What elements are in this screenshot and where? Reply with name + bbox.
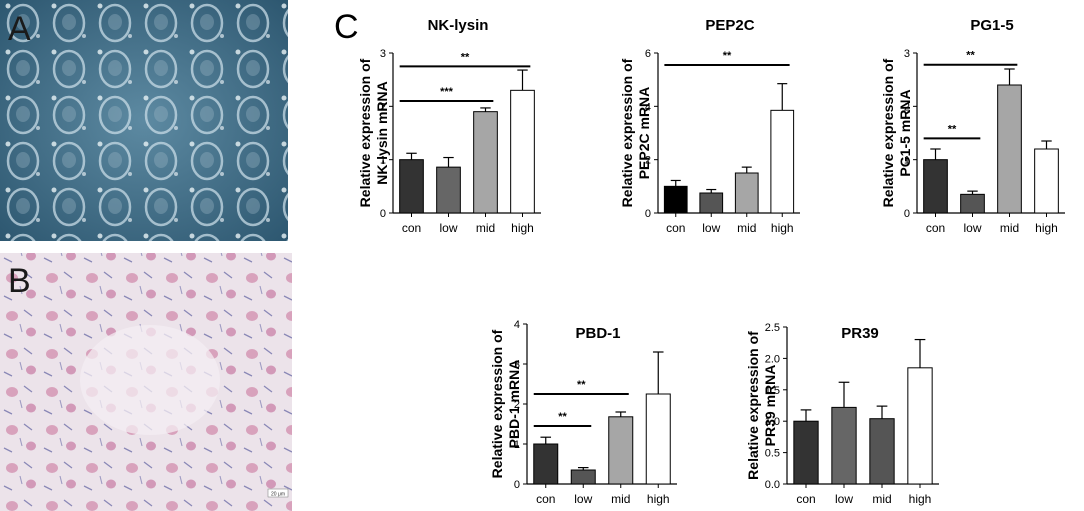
bar-con bbox=[663, 185, 688, 214]
chart-title: PEP2C bbox=[705, 17, 754, 34]
y-tick-label: 0 bbox=[380, 208, 386, 220]
bar-low bbox=[436, 166, 461, 214]
y-axis-label: Relative expression ofPG1-5 mRNA bbox=[880, 58, 913, 207]
bar-mid bbox=[473, 111, 498, 214]
bar-high bbox=[510, 89, 535, 214]
y-tick-label: 1.5 bbox=[765, 385, 780, 397]
significance-label: *** bbox=[440, 86, 454, 98]
x-tick-label: low bbox=[439, 221, 457, 235]
y-tick-label: 6 bbox=[645, 48, 651, 60]
x-tick-label: con bbox=[926, 221, 945, 235]
y-axis-label: Relative expression ofPBD-1 mRNA bbox=[489, 329, 522, 478]
y-tick-label: 1 bbox=[904, 155, 910, 167]
bar-con bbox=[399, 159, 424, 214]
bar-high bbox=[907, 367, 933, 485]
y-tick-label: 3 bbox=[514, 359, 520, 371]
x-tick-label: high bbox=[1035, 221, 1058, 235]
y-tick-label: 1 bbox=[380, 155, 386, 167]
x-tick-label: low bbox=[963, 221, 981, 235]
chart-0: NK-lysin Relative expression ofNK-lysin m… bbox=[357, 17, 541, 235]
y-tick-label: 2 bbox=[514, 399, 520, 411]
y-axis-label: Relative expression ofPR39 mRNA bbox=[745, 331, 778, 480]
bar-low bbox=[831, 406, 857, 485]
significance-label: ** bbox=[577, 379, 586, 391]
x-tick-label: mid bbox=[872, 492, 891, 506]
bar-con bbox=[533, 443, 559, 485]
x-tick-label: mid bbox=[476, 221, 495, 235]
bar-high bbox=[1034, 148, 1059, 214]
y-tick-label: 3 bbox=[380, 48, 386, 60]
significance-label: ** bbox=[948, 123, 957, 135]
scale-bar-label: 20 μm bbox=[271, 492, 285, 498]
x-tick-label: mid bbox=[611, 492, 630, 506]
bar-mid bbox=[608, 416, 634, 485]
y-tick-label: 4 bbox=[645, 101, 651, 113]
y-tick-label: 2 bbox=[380, 101, 386, 113]
x-tick-label: mid bbox=[1000, 221, 1019, 235]
bar-con bbox=[923, 159, 948, 214]
x-tick-label: low bbox=[702, 221, 720, 235]
significance-label: ** bbox=[558, 411, 567, 423]
bar-low bbox=[699, 192, 724, 214]
x-tick-label: con bbox=[402, 221, 421, 235]
bar-low bbox=[570, 469, 596, 485]
bar-mid bbox=[869, 418, 895, 485]
y-tick-label: 2.0 bbox=[765, 353, 780, 365]
scale-bar-box bbox=[267, 488, 289, 498]
y-tick-label: 1 bbox=[514, 439, 520, 451]
chart-title: NK-lysin bbox=[428, 17, 489, 34]
bar-high bbox=[770, 109, 795, 214]
y-tick-label: 0 bbox=[514, 479, 520, 491]
y-tick-label: 3 bbox=[904, 48, 910, 60]
y-tick-label: 1.0 bbox=[765, 416, 780, 428]
panel-b-label: B bbox=[8, 262, 31, 300]
y-tick-label: 0.0 bbox=[765, 479, 780, 491]
panel-a: A bbox=[0, 0, 288, 241]
micrograph-a-cells bbox=[0, 0, 288, 241]
x-tick-label: mid bbox=[737, 221, 756, 235]
bar-high bbox=[645, 393, 671, 485]
significance-label: ** bbox=[461, 51, 470, 63]
y-tick-label: 4 bbox=[514, 319, 520, 331]
bar-low bbox=[960, 193, 985, 214]
y-tick-label: 0 bbox=[904, 208, 910, 220]
y-tick-label: 0 bbox=[645, 208, 651, 220]
x-tick-label: con bbox=[796, 492, 815, 506]
x-tick-label: con bbox=[536, 492, 555, 506]
panel-b: B 20 μm bbox=[0, 253, 292, 511]
x-tick-label: high bbox=[511, 221, 534, 235]
significance-label: ** bbox=[723, 50, 732, 62]
bar-con bbox=[793, 420, 819, 485]
chart-title: PR39 bbox=[841, 325, 879, 342]
panel-a-label: A bbox=[8, 10, 31, 48]
y-tick-label: 2.5 bbox=[765, 322, 780, 334]
y-tick-label: 0.5 bbox=[765, 448, 780, 460]
x-tick-label: high bbox=[771, 221, 794, 235]
y-axis-label: Relative expression ofNK-lysin mRNA bbox=[357, 58, 390, 207]
y-tick-label: 2 bbox=[904, 101, 910, 113]
chart-title: PBD-1 bbox=[575, 325, 620, 342]
y-axis-label: Relative expression ofPEP2C mRNA bbox=[619, 58, 652, 207]
x-tick-label: low bbox=[835, 492, 853, 506]
x-tick-label: con bbox=[666, 221, 685, 235]
chart-title: PG1-5 bbox=[970, 17, 1013, 34]
x-tick-label: high bbox=[909, 492, 932, 506]
x-tick-label: low bbox=[574, 492, 592, 506]
bar-mid bbox=[997, 84, 1022, 214]
panel-c-label: C bbox=[334, 8, 359, 46]
significance-label: ** bbox=[966, 50, 975, 62]
x-tick-label: high bbox=[647, 492, 670, 506]
bar-mid bbox=[734, 172, 759, 214]
y-tick-label: 2 bbox=[645, 155, 651, 167]
charts: NK-lysin Relative expression ofNK-lysin m… bbox=[357, 17, 1065, 506]
